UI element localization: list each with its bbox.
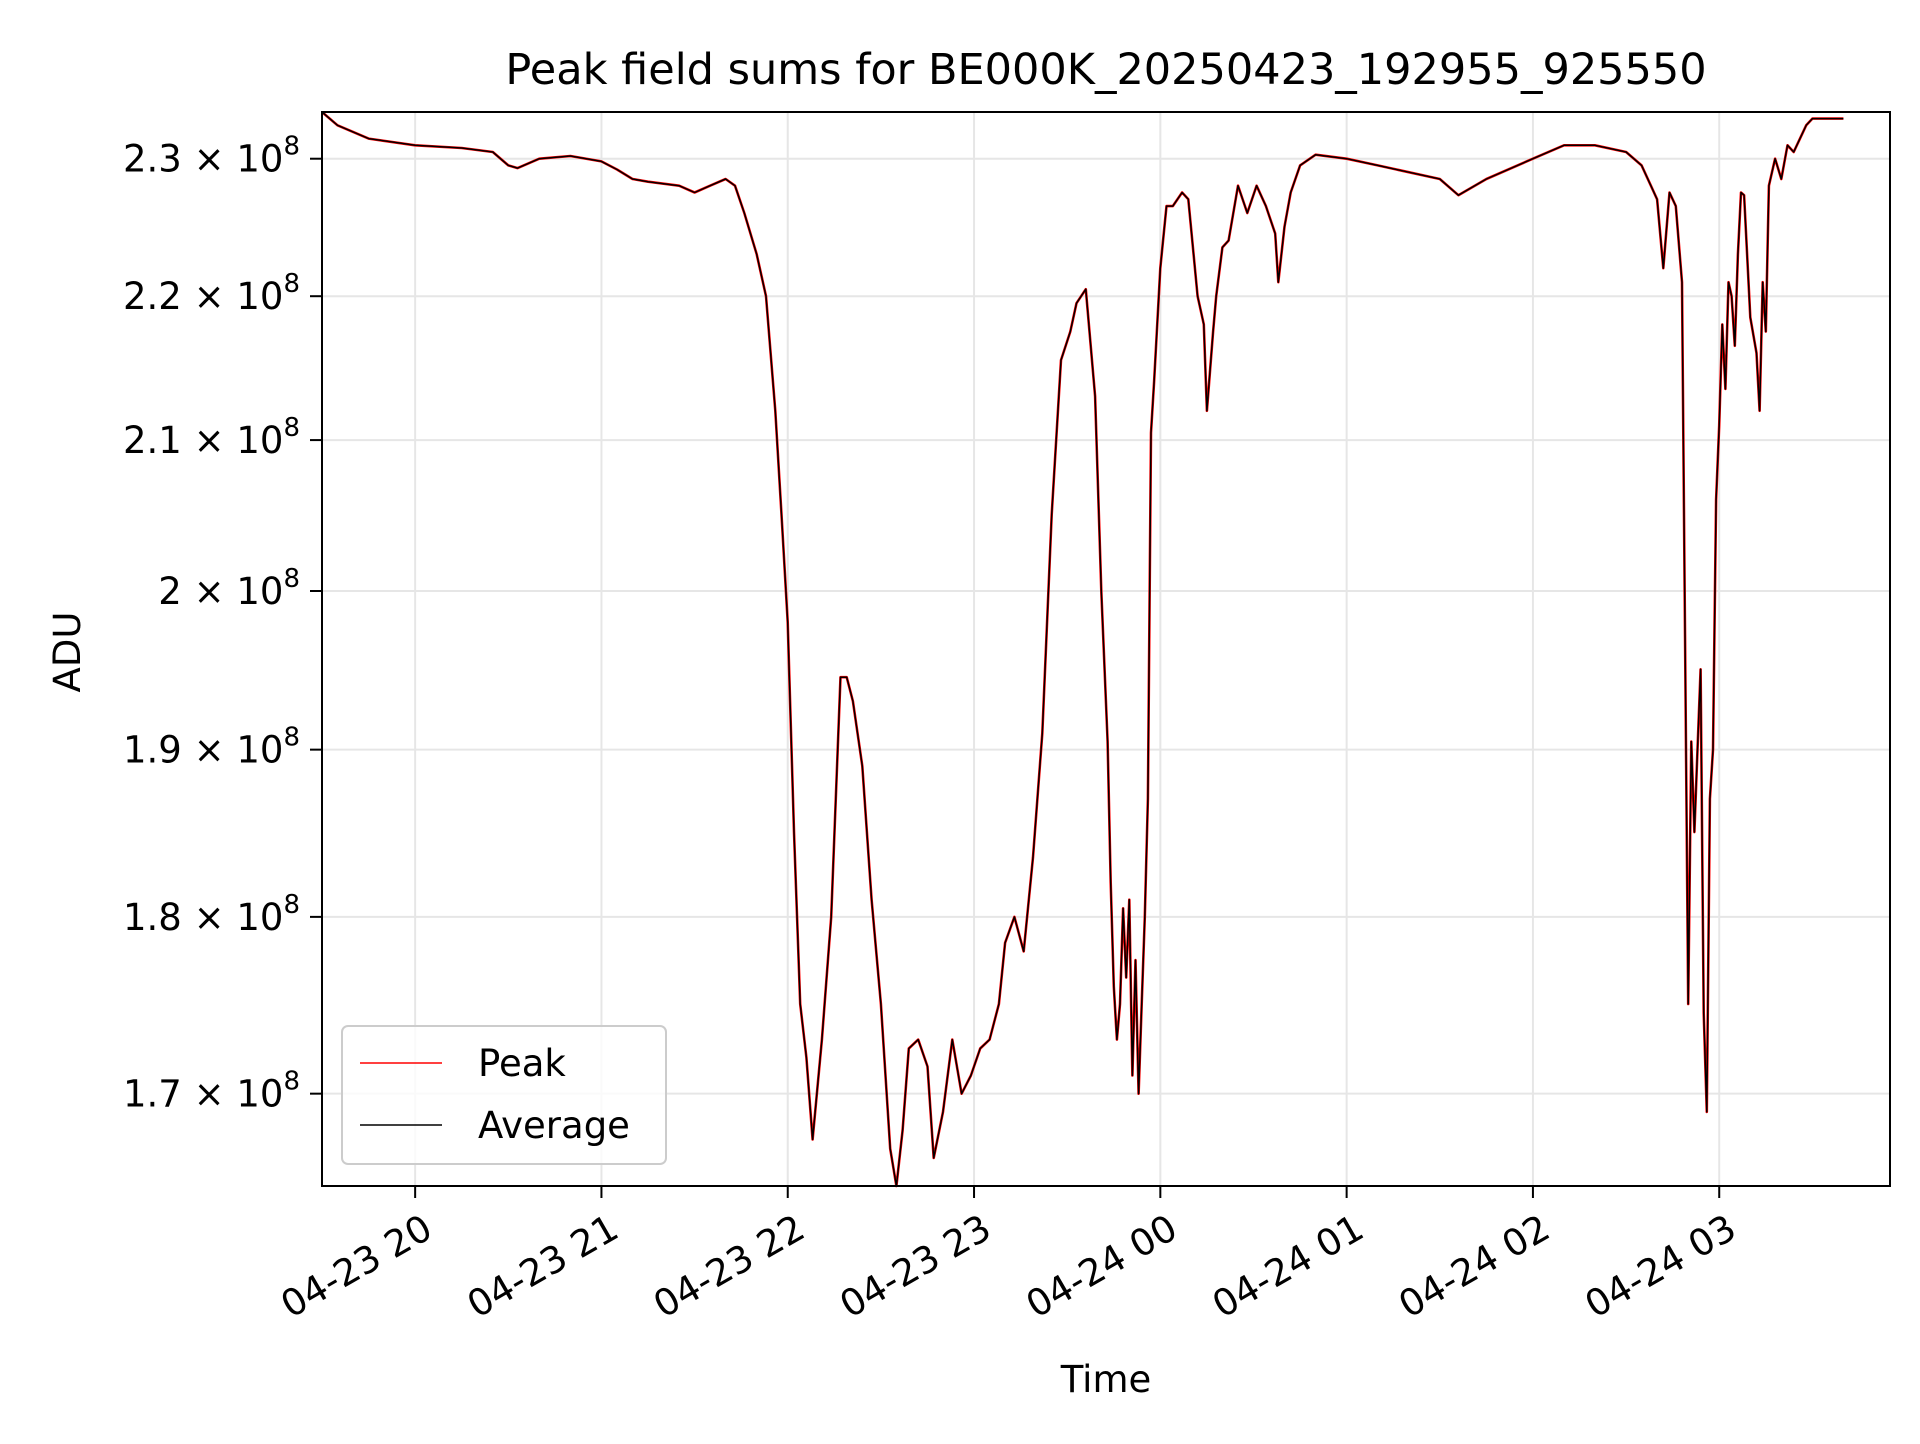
- chart-title: Peak field sums for BE000K_20250423_1929…: [505, 45, 1706, 95]
- legend-box: [341, 1025, 667, 1165]
- series-line-average: [321, 111, 1844, 1187]
- legend-label-average: Average: [478, 1104, 630, 1147]
- y-tick-label: 1.9 × 108: [123, 723, 300, 772]
- series-lines: [321, 111, 1844, 1188]
- x-axis-label: Time: [1060, 1358, 1152, 1401]
- y-tick-label: 2.1 × 108: [123, 413, 300, 462]
- plot-frame: [321, 111, 1891, 1187]
- y-tick-label: 1.8 × 108: [123, 890, 300, 939]
- y-tick-label: 2 × 108: [158, 564, 300, 613]
- y-axis-label: ADU: [46, 612, 89, 693]
- y-tick-label: 2.2 × 108: [123, 269, 300, 318]
- legend: Peak Average: [341, 1025, 667, 1165]
- legend-label-peak: Peak: [478, 1042, 566, 1085]
- y-tick-label: 1.7 × 108: [123, 1067, 300, 1116]
- y-tick-label: 2.3 × 108: [123, 132, 300, 181]
